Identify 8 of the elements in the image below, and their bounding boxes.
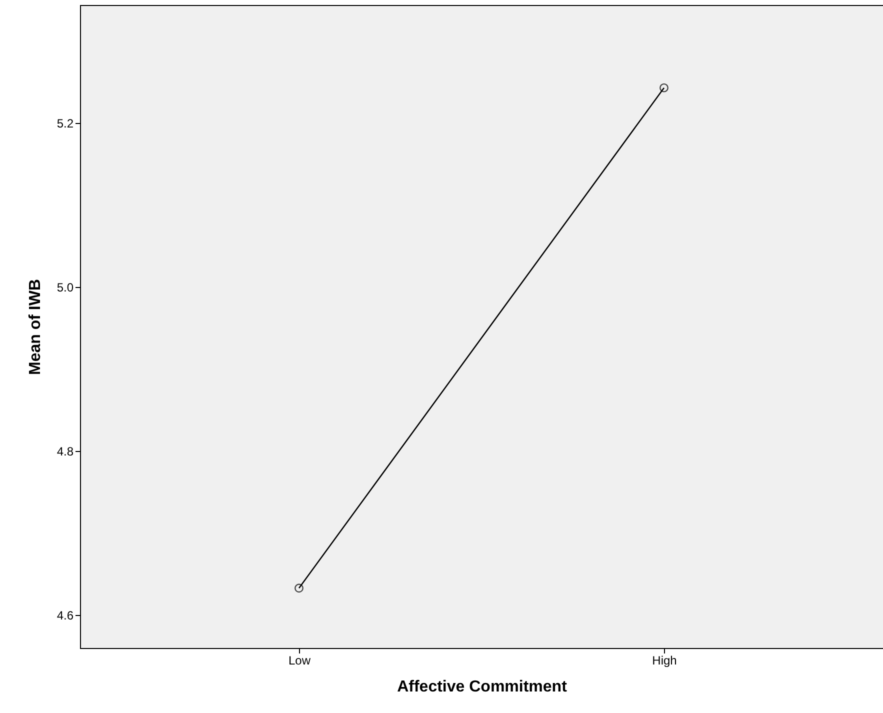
x-axis-title: Affective Commitment xyxy=(397,678,568,696)
x-tick-label: High xyxy=(652,654,677,668)
y-tick-label: 5.2 xyxy=(56,116,74,131)
y-tick-label: 5.0 xyxy=(56,280,74,295)
x-tick-label: Low xyxy=(288,654,311,668)
y-tick-label: 4.6 xyxy=(56,608,74,623)
y-axis-title: Mean of IWB xyxy=(26,279,44,375)
y-tick-label: 4.8 xyxy=(56,444,74,459)
